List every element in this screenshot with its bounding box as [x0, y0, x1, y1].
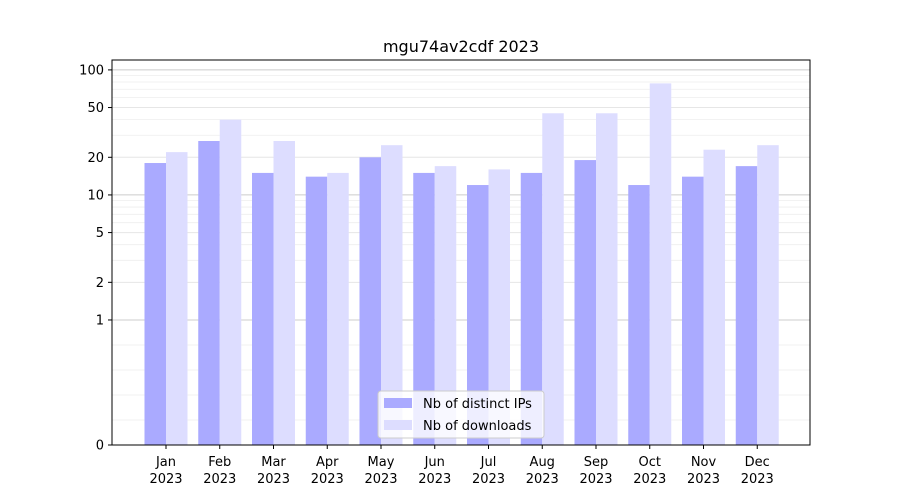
legend: Nb of distinct IPs Nb of downloads: [377, 390, 545, 439]
x-tick-label-month: May: [368, 455, 395, 470]
legend-swatch-downloads: [384, 420, 412, 430]
x-tick-label-year: 2023: [741, 472, 774, 487]
bar-downloads: [488, 169, 510, 445]
y-tick-label: 100: [79, 63, 104, 78]
bar-distinct-ips: [252, 172, 274, 445]
bar-distinct-ips: [305, 176, 328, 445]
bar-downloads: [381, 145, 403, 445]
y-axis-ticks: 0 1 2 5 10 20 50 100: [79, 63, 112, 454]
x-tick-label-month: Aug: [530, 455, 555, 470]
x-tick-label-year: 2023: [364, 472, 397, 487]
x-tick-label-month: Jun: [424, 455, 445, 470]
x-tick-label-year: 2023: [203, 472, 236, 487]
bar-distinct-ips: [467, 185, 489, 445]
bars: [144, 83, 779, 446]
bar-distinct-ips: [144, 163, 166, 445]
legend-box: [377, 390, 545, 439]
chart-title: mgu74av2cdf 2023: [383, 37, 539, 56]
bar-downloads: [703, 149, 725, 446]
bar-distinct-ips: [198, 140, 220, 445]
bar-downloads: [166, 152, 188, 445]
x-tick-label-month: Sep: [584, 455, 609, 470]
y-tick-label: 10: [87, 188, 104, 203]
bar-downloads: [219, 119, 242, 446]
legend-label-ips: Nb of distinct IPs: [423, 397, 532, 412]
legend-label-downloads: Nb of downloads: [423, 419, 532, 434]
x-tick-label-year: 2023: [633, 472, 666, 487]
y-tick-label: 50: [87, 101, 104, 116]
x-axis-ticks: Jan 2023 Feb 2023 Mar 2023 Apr 2023 May 2023 Jun 20…: [149, 445, 774, 487]
bar-downloads: [273, 140, 295, 445]
bar-downloads: [649, 83, 672, 445]
x-tick-label-month: Mar: [261, 455, 286, 470]
x-tick-label-month: Jan: [155, 455, 176, 470]
bar-distinct-ips: [359, 157, 381, 445]
bar-downloads: [542, 113, 564, 445]
x-tick-label-year: 2023: [687, 472, 720, 487]
bar-distinct-ips: [413, 172, 435, 445]
y-tick-label: 5: [96, 226, 104, 241]
bar-distinct-ips: [574, 160, 596, 445]
x-tick-label-month: Nov: [691, 455, 717, 470]
y-tick-label: 0: [96, 439, 104, 454]
x-tick-label-year: 2023: [257, 472, 290, 487]
bar-distinct-ips: [628, 185, 650, 445]
y-tick-label: 2: [96, 276, 104, 291]
x-tick-label-year: 2023: [311, 472, 344, 487]
x-tick-label-year: 2023: [472, 472, 505, 487]
bar-distinct-ips: [682, 176, 704, 445]
y-tick-label: 20: [87, 151, 104, 166]
bar-downloads: [596, 113, 618, 445]
x-tick-label-month: Oct: [639, 455, 661, 470]
x-tick-label-month: Jul: [480, 455, 497, 470]
x-tick-label-month: Dec: [745, 455, 770, 470]
x-tick-label-year: 2023: [579, 472, 612, 487]
x-tick-label-month: Feb: [208, 455, 231, 470]
x-tick-label-year: 2023: [526, 472, 559, 487]
x-tick-label-year: 2023: [418, 472, 451, 487]
x-tick-label-month: Apr: [316, 455, 339, 470]
bar-downloads: [327, 172, 349, 445]
legend-swatch-ips: [384, 398, 412, 408]
bar-downloads: [434, 166, 457, 445]
plot-frame: [111, 59, 811, 446]
x-tick-label-year: 2023: [149, 472, 182, 487]
bar-distinct-ips: [520, 172, 543, 445]
y-tick-label: 1: [96, 313, 104, 328]
bar-downloads: [757, 145, 779, 445]
bar-distinct-ips: [735, 166, 758, 445]
